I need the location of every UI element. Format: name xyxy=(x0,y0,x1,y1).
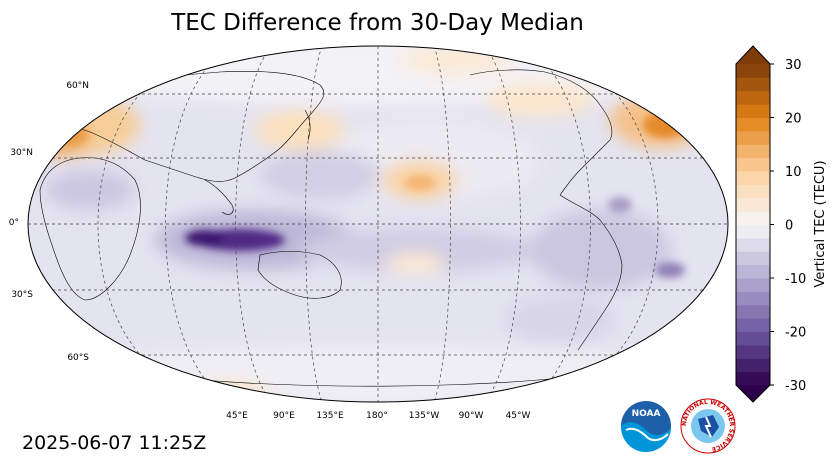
colorbar-band xyxy=(736,371,770,386)
colorbar-band xyxy=(736,318,770,332)
lon-label-90e: 90°E xyxy=(273,411,295,421)
colorbar-extend-min xyxy=(736,385,770,402)
lon-label-45e: 45°E xyxy=(226,411,248,421)
lon-labels: 45°E 90°E 135°E 180° 135°W 90°W 45°W xyxy=(226,411,530,421)
colorbar-tick-label: 0 xyxy=(785,219,793,234)
noaa-logo: NOAA xyxy=(620,401,671,452)
lon-label-45w: 45°W xyxy=(506,411,531,421)
lat-label-30n: 30°N xyxy=(10,148,33,158)
colorbar-band xyxy=(736,104,770,118)
map-field xyxy=(28,46,728,402)
colorbar-band xyxy=(736,251,770,266)
colorbar-tick-label: 10 xyxy=(785,165,802,180)
colorbar-tick-label: 30 xyxy=(785,58,802,73)
lon-label-90w: 90°W xyxy=(459,411,484,421)
colorbar-tick-label: 20 xyxy=(785,112,802,127)
timestamp: 2025-06-07 11:25Z xyxy=(22,432,207,454)
colorbar-band xyxy=(736,331,770,346)
colorbar-band xyxy=(736,211,770,225)
colorbar-band xyxy=(736,197,770,212)
lat-label-60s: 60°S xyxy=(67,353,89,363)
colorbar-band xyxy=(736,278,770,292)
colorbar-band xyxy=(736,117,770,132)
colorbar-bands xyxy=(736,46,770,402)
colorbar-band xyxy=(736,358,770,373)
colorbar-band xyxy=(736,264,770,279)
colorbar-tick-label: -30 xyxy=(785,379,806,394)
colorbar-tick-label: -10 xyxy=(785,272,806,287)
lon-label-135e: 135°E xyxy=(316,411,344,421)
colorbar-tick-label: -20 xyxy=(785,326,806,341)
lat-label-0: 0° xyxy=(9,218,19,228)
colorbar-band xyxy=(736,224,770,239)
colorbar-extend-max xyxy=(736,46,770,64)
colorbar-band xyxy=(736,304,770,319)
lon-label-135w: 135°W xyxy=(409,411,440,421)
colorbar-band xyxy=(736,157,770,172)
colorbar-band xyxy=(736,130,770,145)
svg-text:NOAA: NOAA xyxy=(632,409,661,419)
map-boundary xyxy=(27,45,729,403)
lat-labels: 60°N 30°N 0° 30°S 60°S xyxy=(9,81,90,363)
lon-label-180: 180° xyxy=(366,411,388,421)
lat-label-30s: 30°S xyxy=(11,290,33,300)
colorbar-band xyxy=(736,144,770,159)
colorbar-band xyxy=(736,171,770,185)
colorbar-ticks: 30 20 10 0 -10 -20 -30 xyxy=(770,58,806,394)
colorbar-band xyxy=(736,184,770,199)
graticule xyxy=(28,46,728,402)
colorbar-band xyxy=(736,344,770,359)
colorbar-band xyxy=(736,291,770,306)
colorbar-band xyxy=(736,77,770,92)
nws-logo: NATIONAL WEATHER SERVICE xyxy=(680,398,736,454)
colorbar-band xyxy=(736,90,770,105)
colorbar-band xyxy=(736,237,770,252)
chart-title: TEC Difference from 30-Day Median xyxy=(171,10,584,36)
colorbar-label: Vertical TEC (TECU) xyxy=(813,160,828,287)
colorbar-band xyxy=(736,64,770,78)
lat-label-60n: 60°N xyxy=(66,81,89,91)
